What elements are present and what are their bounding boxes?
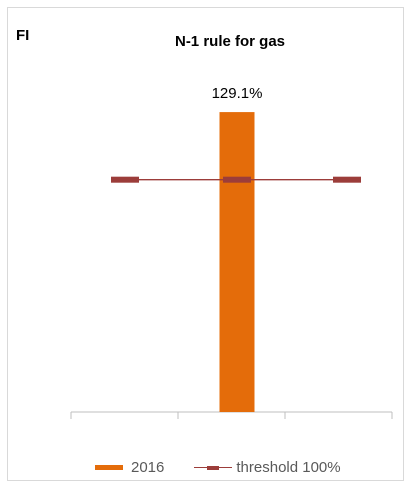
bar-2016 bbox=[219, 112, 255, 413]
legend-threshold-label: threshold 100% bbox=[236, 459, 341, 476]
chart-legend: 2016 threshold 100% bbox=[95, 459, 341, 476]
threshold-marker bbox=[223, 176, 251, 183]
threshold-marker bbox=[333, 176, 361, 183]
chart-title: N-1 rule for gas bbox=[174, 33, 286, 50]
legend-bar-label: 2016 bbox=[131, 459, 165, 476]
legend-item-bar: 2016 bbox=[95, 459, 164, 476]
legend-bar-swatch bbox=[95, 465, 123, 470]
country-code-label: FI bbox=[16, 27, 30, 44]
legend-threshold-swatch bbox=[194, 463, 233, 473]
chart-frame bbox=[7, 7, 404, 481]
legend-item-threshold: threshold 100% bbox=[194, 459, 341, 476]
bar-data-label: 129.1% bbox=[212, 85, 263, 102]
threshold-marker bbox=[111, 176, 139, 183]
